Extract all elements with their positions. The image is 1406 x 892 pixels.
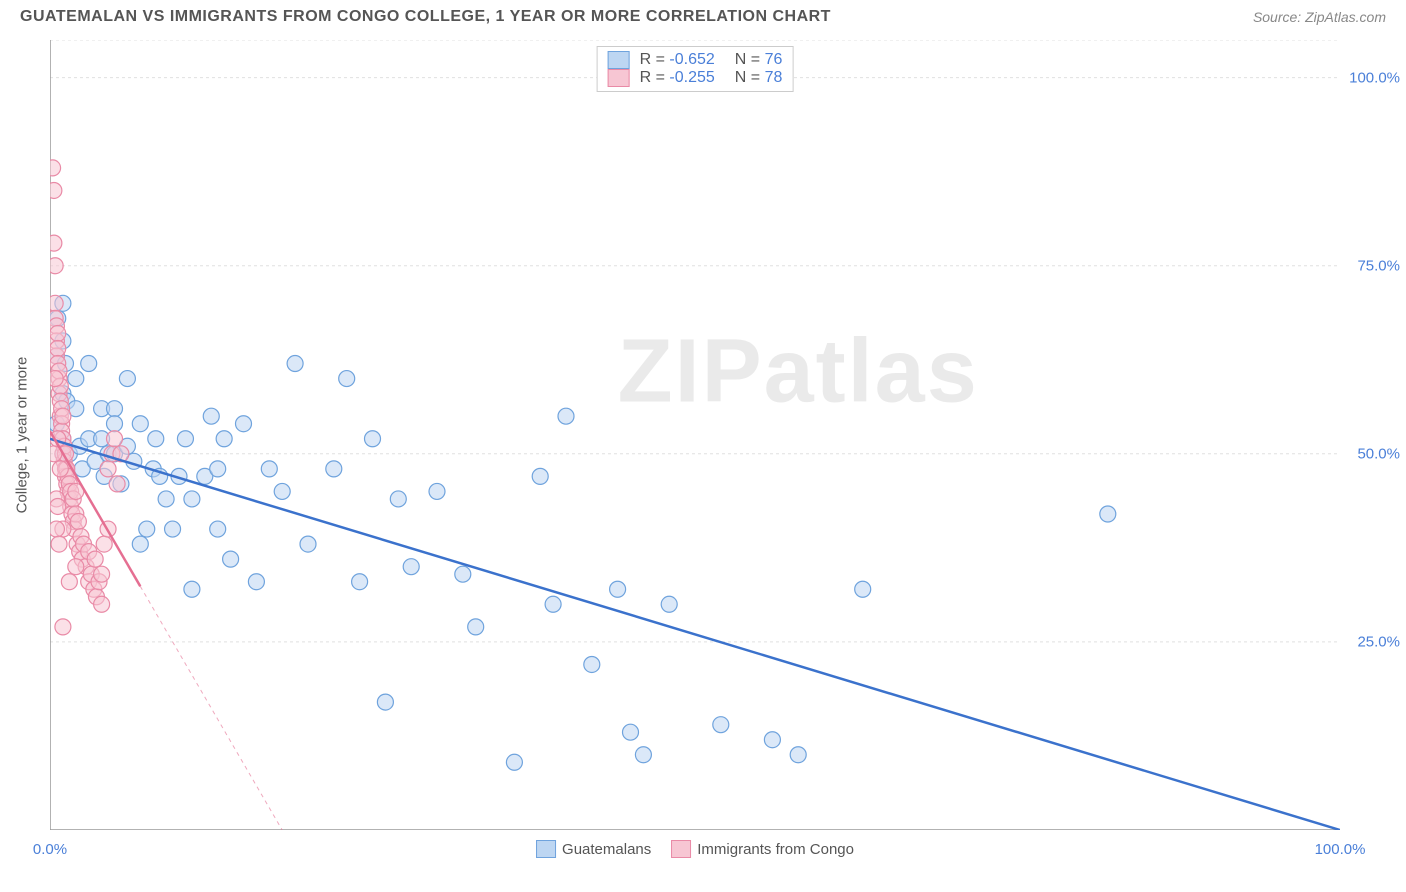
r-label: R = -0.255 <box>640 69 715 87</box>
r-value: -0.255 <box>669 69 714 86</box>
legend-item: Guatemalans <box>536 840 651 858</box>
n-label: N = 78 <box>735 69 783 87</box>
r-value: -0.652 <box>669 51 714 68</box>
y-tick-label: 50.0% <box>1357 445 1400 462</box>
correlation-legend: R = -0.652 N = 76 R = -0.255 N = 78 <box>597 46 794 92</box>
legend-label: Immigrants from Congo <box>697 841 854 858</box>
y-tick-label: 100.0% <box>1349 69 1400 86</box>
scatter-plot <box>50 40 1340 830</box>
source-attribution: Source: ZipAtlas.com <box>1253 9 1386 25</box>
chart-title: GUATEMALAN VS IMMIGRANTS FROM CONGO COLL… <box>20 8 831 26</box>
n-value: 76 <box>765 51 783 68</box>
legend-swatch <box>608 69 630 87</box>
series-legend: Guatemalans Immigrants from Congo <box>536 840 854 858</box>
legend-swatch <box>536 840 556 858</box>
n-label: N = 76 <box>735 51 783 69</box>
legend-swatch <box>608 51 630 69</box>
legend-stat-row: R = -0.255 N = 78 <box>608 69 783 87</box>
y-tick-label: 75.0% <box>1357 257 1400 274</box>
legend-stat-row: R = -0.652 N = 76 <box>608 51 783 69</box>
chart-area: College, 1 year or more ZIPatlas R = -0.… <box>50 40 1340 830</box>
legend-item: Immigrants from Congo <box>671 840 854 858</box>
x-tick-label: 100.0% <box>1315 841 1366 858</box>
n-value: 78 <box>765 69 783 86</box>
y-tick-label: 25.0% <box>1357 633 1400 650</box>
x-tick-label: 0.0% <box>33 841 67 858</box>
legend-swatch <box>671 840 691 858</box>
r-label: R = -0.652 <box>640 51 715 69</box>
header: GUATEMALAN VS IMMIGRANTS FROM CONGO COLL… <box>0 0 1406 30</box>
legend-label: Guatemalans <box>562 841 651 858</box>
y-axis-label: College, 1 year or more <box>14 357 31 514</box>
